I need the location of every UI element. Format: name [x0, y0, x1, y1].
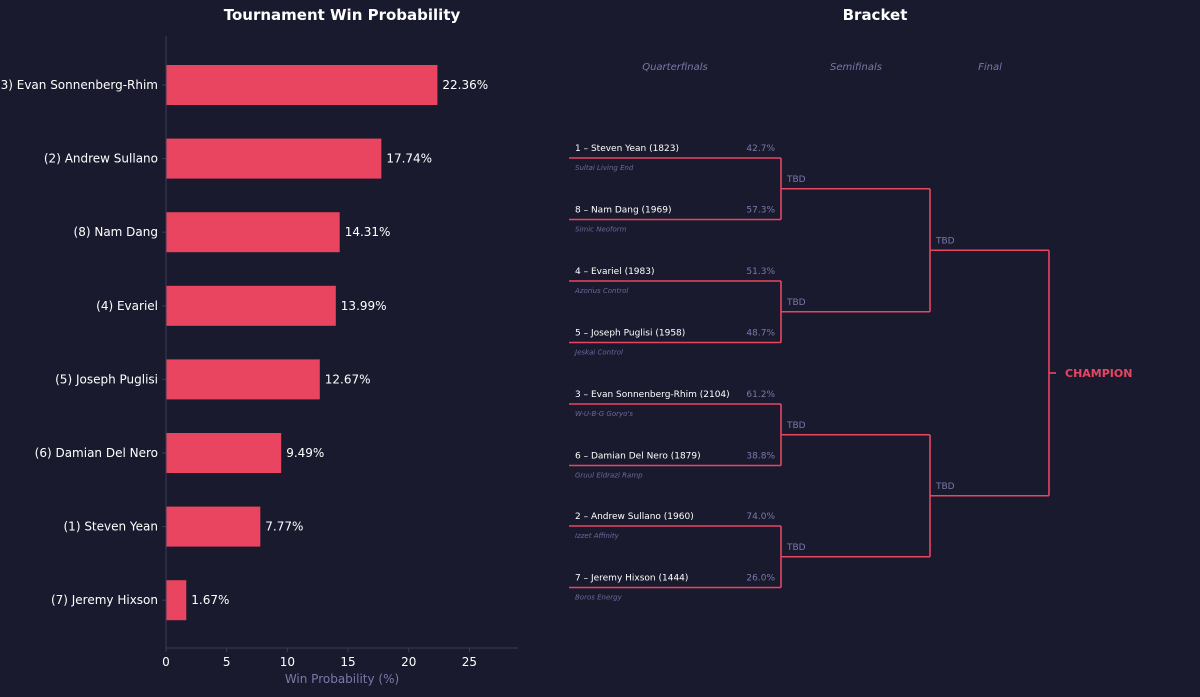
axes-layer: (3) Evan Sonnenberg-Rhim (2) Andrew Sulla… — [0, 36, 518, 669]
y-tick-label: (1) Steven Yean — [64, 520, 159, 534]
bar — [166, 506, 261, 547]
player-deck: Izzet Affinity — [575, 532, 620, 540]
x-tick-label: 20 — [401, 655, 416, 669]
bar — [166, 285, 336, 326]
bar-value-label: 14.31% — [345, 225, 391, 239]
y-tick-label: (3) Evan Sonnenberg-Rhim — [0, 78, 158, 92]
bars-layer: 22.36% 17.74% 14.31% 13.99% 12.67% 9.49% 7.77%… — [166, 65, 488, 621]
player-win-pct: 61.2% — [746, 390, 775, 400]
x-tick-label: 25 — [462, 655, 477, 669]
x-tick-label: 10 — [280, 655, 295, 669]
player-win-pct: 38.8% — [746, 452, 775, 462]
player-name: 5 – Joseph Puglisi (1958) — [575, 329, 685, 339]
bar — [166, 359, 320, 400]
bar — [166, 65, 438, 105]
player-name: 3 – Evan Sonnenberg-Rhim (2104) — [575, 390, 730, 400]
y-tick-label: (8) Nam Dang — [74, 225, 158, 239]
chart-title: Tournament Win Probability — [224, 6, 461, 24]
quarterfinal-winner-label: TBD — [786, 421, 806, 431]
round-label-semifinals: Semifinals — [830, 62, 882, 73]
bar — [166, 138, 382, 179]
bar-value-label: 12.67% — [325, 372, 371, 386]
bracket: Bracket Quarterfinals Semifinals Final 1… — [569, 6, 1132, 602]
player-deck: Sultai Living End — [575, 164, 634, 172]
player-deck: W-U-B-G Goryo's — [575, 410, 633, 418]
player-win-pct: 42.7% — [746, 144, 775, 154]
quarterfinal-winner-label: TBD — [786, 543, 806, 553]
player-win-pct: 26.0% — [746, 574, 775, 584]
semifinal-winner-label: TBD — [935, 236, 955, 246]
bracket-title: Bracket — [843, 6, 908, 24]
win-probability-chart: Tournament Win Probability 22.36% 17.74% 1… — [0, 6, 518, 686]
bar-value-label: 13.99% — [341, 299, 387, 313]
bar — [166, 433, 282, 473]
bracket-lines: 1 – Steven Yean (1823) 42.7% Sultai Living… — [569, 144, 1132, 602]
player-win-pct: 51.3% — [746, 267, 775, 277]
bar-value-label: 9.49% — [286, 446, 324, 460]
bar-value-label: 1.67% — [191, 593, 229, 607]
player-deck: Gruul Eldrazi Ramp — [575, 472, 643, 480]
bar — [166, 212, 340, 253]
player-deck: Simic Neoform — [575, 226, 627, 234]
player-deck: Boros Energy — [575, 594, 623, 602]
x-tick-label: 0 — [162, 655, 170, 669]
player-win-pct: 57.3% — [746, 206, 775, 216]
quarterfinal-winner-label: TBD — [786, 175, 806, 185]
y-tick-label: (7) Jeremy Hixson — [51, 593, 158, 607]
player-deck: Jeskai Control — [573, 349, 623, 357]
y-tick-label: (5) Joseph Puglisi — [55, 372, 158, 386]
bar — [166, 580, 187, 621]
player-win-pct: 48.7% — [746, 329, 775, 339]
quarterfinal-winner-label: TBD — [786, 298, 806, 308]
bar-value-label: 17.74% — [386, 152, 432, 166]
player-name: 4 – Evariel (1983) — [575, 267, 655, 277]
player-name: 8 – Nam Dang (1969) — [575, 206, 671, 216]
bar-value-label: 7.77% — [265, 520, 303, 534]
player-name: 1 – Steven Yean (1823) — [575, 144, 679, 154]
round-label-final: Final — [978, 62, 1002, 73]
player-name: 2 – Andrew Sullano (1960) — [575, 512, 694, 522]
y-tick-label: (2) Andrew Sullano — [44, 152, 158, 166]
champion-label: CHAMPION — [1065, 367, 1132, 380]
semifinal-winner-label: TBD — [935, 482, 955, 492]
player-win-pct: 74.0% — [746, 512, 775, 522]
y-tick-label: (6) Damian Del Nero — [35, 446, 158, 460]
player-deck: Azorius Control — [574, 287, 628, 295]
x-tick-label: 5 — [223, 655, 231, 669]
y-tick-label: (4) Evariel — [96, 299, 158, 313]
player-name: 6 – Damian Del Nero (1879) — [575, 452, 701, 462]
x-tick-label: 15 — [340, 655, 355, 669]
round-label-quarterfinals: Quarterfinals — [642, 62, 708, 73]
bar-value-label: 22.36% — [442, 78, 488, 92]
x-axis-label: Win Probability (%) — [285, 672, 399, 686]
player-name: 7 – Jeremy Hixson (1444) — [575, 574, 688, 584]
